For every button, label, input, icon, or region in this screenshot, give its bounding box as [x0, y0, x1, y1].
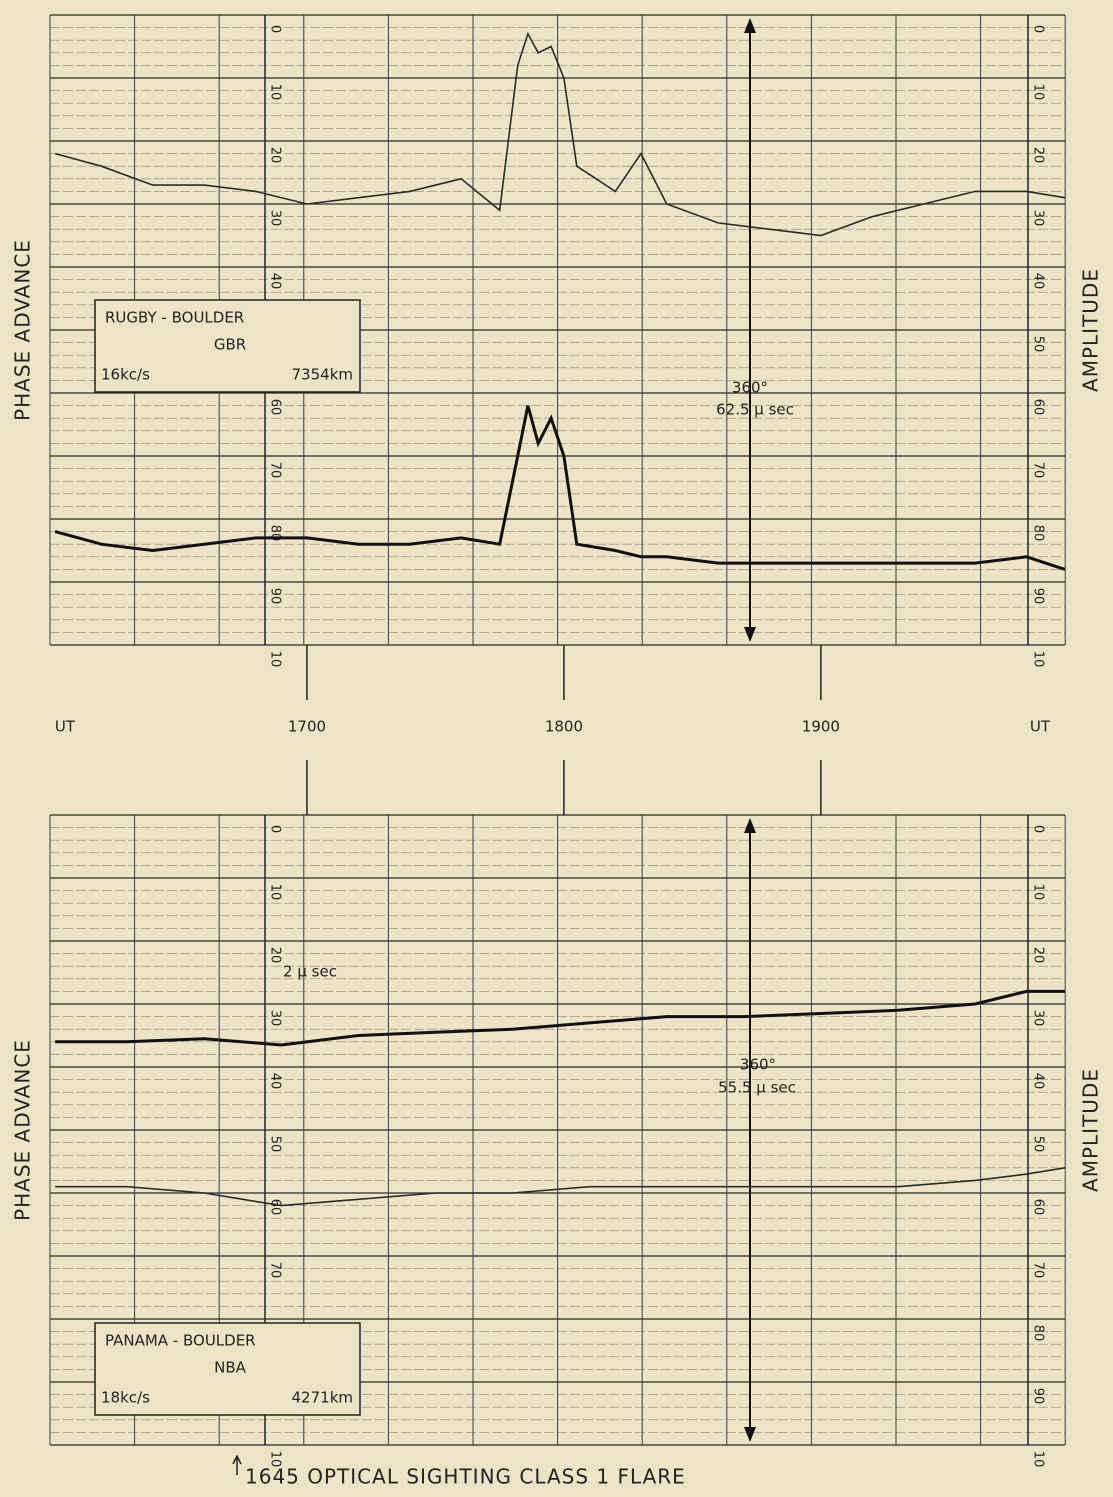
station-distance: 4271km [292, 1389, 353, 1407]
y-tick-label: 0 [268, 25, 283, 33]
y-tick-label: 70 [268, 1262, 283, 1279]
station-frequency: 18kc/s [101, 1389, 150, 1407]
station-box: PANAMA - BOULDER NBA 18kc/s 4271km [94, 1322, 361, 1416]
y-tick-label: 60 [268, 399, 283, 416]
x-axis-label: UT [55, 718, 76, 736]
station-distance: 7354km [292, 366, 353, 384]
y-tick-label: 30 [1031, 210, 1046, 227]
y-tick-label: 10 [1031, 651, 1046, 668]
y2-axis-label: AMPLITUDE [1079, 1068, 1103, 1192]
y-tick-label: 70 [1031, 1262, 1046, 1279]
annotation: 2 μ sec [283, 963, 337, 981]
flare-marker [232, 1454, 242, 1475]
station-code: GBR [214, 336, 246, 354]
trace [55, 989, 1065, 1047]
x-axis-label: UT [1030, 718, 1051, 736]
y-tick-label: 70 [1031, 462, 1046, 479]
y-tick-label: 20 [1031, 147, 1046, 164]
trace [54, 31, 1066, 237]
y-tick-label: 10 [1031, 1451, 1046, 1468]
y-tick-label: 10 [268, 884, 283, 901]
y-tick-label: 90 [1031, 588, 1046, 605]
x-tick-label: 1800 [545, 718, 583, 736]
y-tick-label: 0 [1031, 25, 1046, 33]
station-code: NBA [214, 1359, 247, 1377]
y-tick-label: 50 [1031, 1136, 1046, 1153]
trace [54, 405, 1066, 571]
y-tick-label: 60 [1031, 1199, 1046, 1216]
y-tick-label: 20 [1031, 947, 1046, 964]
y-tick-label: 30 [268, 210, 283, 227]
y-tick-label: 10 [1031, 884, 1046, 901]
y-tick-label: 60 [268, 1199, 283, 1216]
y-tick-label: 10 [268, 84, 283, 101]
station-route: RUGBY - BOULDER [105, 309, 244, 327]
y-tick-label: 10 [268, 651, 283, 668]
y-tick-label: 0 [268, 825, 283, 833]
y2-axis-label: AMPLITUDE [1079, 268, 1103, 392]
y-tick-label: 80 [1031, 1325, 1046, 1342]
y-tick-label: 10 [1031, 84, 1046, 101]
annotation: 55.5 μ sec [718, 1079, 796, 1097]
y-tick-label: 0 [1031, 825, 1046, 833]
station-box: RUGBY - BOULDER GBR 16kc/s 7354km [94, 299, 361, 393]
y-tick-label: 10 [268, 1451, 283, 1468]
trace [55, 1167, 1066, 1207]
station-box-frame [94, 299, 361, 393]
y-tick-label: 20 [268, 947, 283, 964]
y-tick-label: 70 [268, 462, 283, 479]
annotation: 360° [740, 1056, 776, 1074]
station-box-frame [94, 1322, 361, 1416]
y-tick-label: 60 [1031, 399, 1046, 416]
y-tick-label: 40 [268, 273, 283, 290]
y-tick-label: 30 [268, 1010, 283, 1027]
y-axis-label: PHASE ADVANCE [11, 239, 35, 421]
y-tick-label: 40 [1031, 1073, 1046, 1090]
station-frequency: 16kc/s [101, 366, 150, 384]
annotation: 360° [732, 379, 768, 397]
caption: 1645 OPTICAL SIGHTING CLASS 1 FLARE [245, 1465, 686, 1489]
y-tick-label: 20 [268, 147, 283, 164]
y-tick-label: 90 [1031, 1388, 1046, 1405]
y-tick-label: 40 [268, 1073, 283, 1090]
y-tick-label: 50 [268, 1136, 283, 1153]
y-tick-label: 40 [1031, 273, 1046, 290]
y-tick-label: 90 [268, 588, 283, 605]
station-route: PANAMA - BOULDER [105, 1332, 256, 1350]
x-tick-label: 1700 [288, 718, 326, 736]
annotation: 62.5 μ sec [716, 401, 794, 419]
y-tick-label: 50 [1031, 336, 1046, 353]
y-axis-label: PHASE ADVANCE [11, 1039, 35, 1221]
y-tick-label: 30 [1031, 1010, 1046, 1027]
x-tick-label: 1900 [802, 718, 840, 736]
y-tick-label: 80 [1031, 525, 1046, 542]
